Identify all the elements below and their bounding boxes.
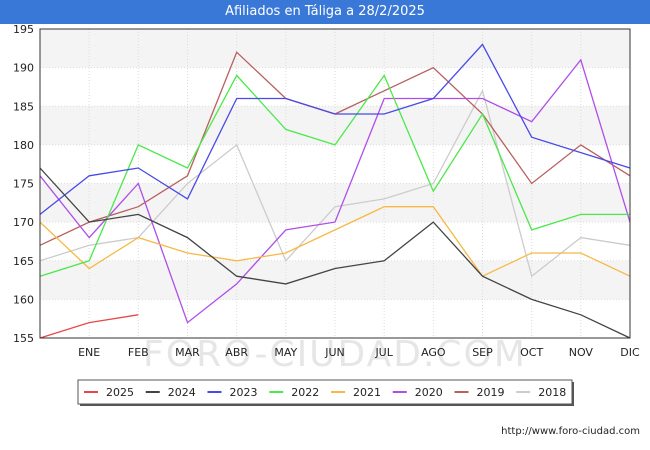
x-tick-label: JUL <box>374 346 393 359</box>
grid-band <box>40 260 630 300</box>
x-tick-label: JUN <box>324 346 345 359</box>
legend-label-2022: 2022 <box>291 386 319 399</box>
legend-label-2018: 2018 <box>538 386 566 399</box>
legend-label-2020: 2020 <box>415 386 443 399</box>
x-tick-label: ABR <box>225 346 248 359</box>
legend-label-2023: 2023 <box>230 386 258 399</box>
y-tick-label: 165 <box>13 255 34 268</box>
series-line-2020 <box>39 58 631 324</box>
series-line-2023 <box>39 43 631 215</box>
x-tick-label: MAR <box>175 346 200 359</box>
x-tick-label: DIC <box>620 346 640 359</box>
y-tick-label: 175 <box>13 178 34 191</box>
y-tick-label: 195 <box>13 23 34 36</box>
x-tick-label: AGO <box>421 346 446 359</box>
grid-band <box>40 29 630 68</box>
y-tick-label: 160 <box>13 293 34 306</box>
watermark: FORO-CIUDAD.COM <box>143 334 527 375</box>
y-tick-label: 185 <box>13 100 34 113</box>
legend-label-2021: 2021 <box>353 386 381 399</box>
x-tick-label: SEP <box>472 346 493 359</box>
y-tick-label: 180 <box>13 139 34 152</box>
x-tick-label: FEB <box>128 346 149 359</box>
source-url: http://www.foro-ciudad.com <box>501 426 640 437</box>
y-tick-label: 190 <box>13 62 34 75</box>
legend <box>77 379 573 405</box>
series-line-2021 <box>39 206 631 278</box>
y-tick-label: 170 <box>13 216 34 229</box>
legend-label-2019: 2019 <box>477 386 505 399</box>
chart-title: Afiliados en Táliga a 28/2/2025 <box>0 0 650 24</box>
x-tick-label: ENE <box>78 346 100 359</box>
x-tick-label: NOV <box>569 346 594 359</box>
series-line-2024 <box>39 167 631 339</box>
series-line-2025 <box>39 314 139 339</box>
legend-label-2024: 2024 <box>168 386 196 399</box>
y-tick-label: 155 <box>13 332 34 345</box>
legend-label-2025: 2025 <box>106 386 134 399</box>
x-tick-label: OCT <box>520 346 543 359</box>
plot-frame <box>39 28 631 339</box>
x-tick-label: MAY <box>274 346 297 359</box>
series-line-2022 <box>39 74 630 277</box>
